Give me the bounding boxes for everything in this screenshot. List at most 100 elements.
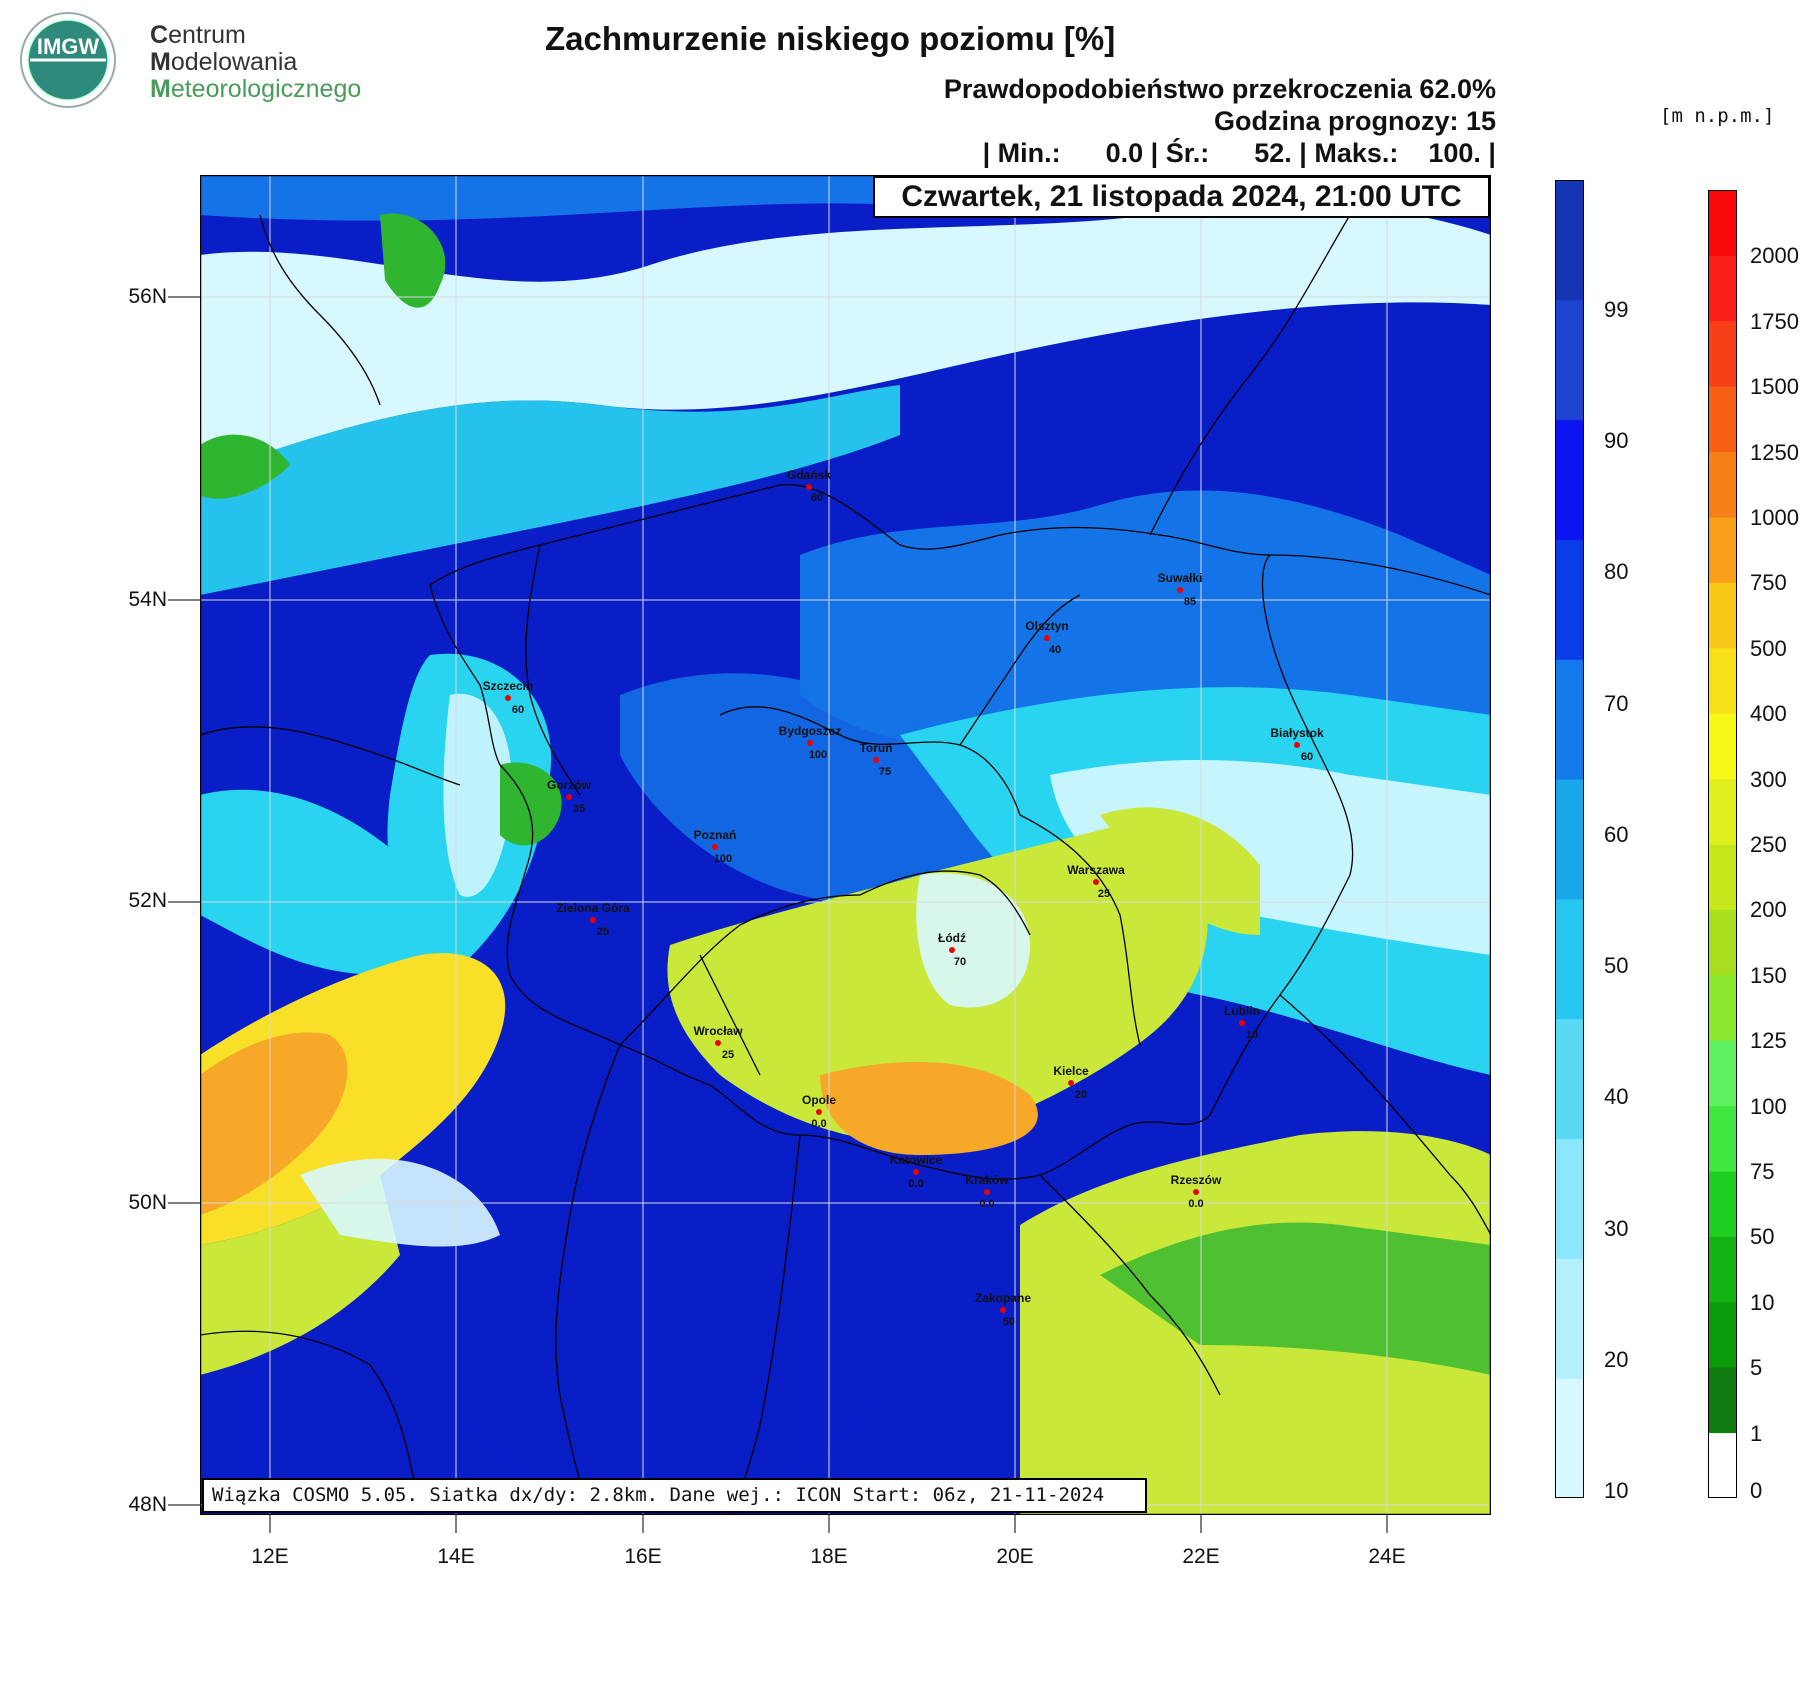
- city-bialystok: Białystok 60: [1270, 726, 1324, 763]
- city-gorzow: Gorzów 35: [547, 778, 592, 815]
- lat-tick-marks: [168, 296, 200, 1506]
- cloud-colorbar-segment: [1555, 1018, 1584, 1140]
- cloud-label-60: 60: [1604, 822, 1629, 847]
- city-lodz: Łódź 70: [938, 931, 966, 968]
- lat-label-48n: 48N: [128, 1493, 167, 1516]
- cloud-colorbar-segment: [1555, 898, 1584, 1020]
- city-poznan: Poznań 100: [694, 828, 737, 865]
- city-gdansk: Gdańsk 80: [787, 468, 831, 504]
- svg-text:100: 100: [809, 749, 827, 761]
- terrain-label: 1: [1750, 1420, 1763, 1446]
- terrain-label: 400: [1750, 701, 1787, 727]
- cloud-colorbar-segment: [1555, 1378, 1584, 1498]
- terrain-colorbar-segment: [1708, 190, 1737, 256]
- lon-label-24e: 24E: [1368, 1545, 1406, 1568]
- terrain-colorbar-segment: [1708, 713, 1737, 780]
- svg-text:60: 60: [512, 704, 524, 716]
- terrain-colorbar-segment: [1708, 1105, 1737, 1172]
- svg-text:0.0: 0.0: [1188, 1198, 1203, 1210]
- svg-text:Katowice: Katowice: [890, 1153, 943, 1167]
- svg-text:Warszawa: Warszawa: [1067, 863, 1125, 877]
- city-torun: Toruń 75: [859, 741, 892, 778]
- terrain-colorbar-segment: [1708, 1040, 1737, 1107]
- terrain-label: 75: [1750, 1159, 1775, 1184]
- forecast-hour-text: Godzina prognozy: 15: [1213, 106, 1496, 136]
- terrain-colorbar-segment: [1708, 647, 1737, 714]
- svg-text:70: 70: [954, 956, 966, 968]
- svg-text:Toruń: Toruń: [859, 741, 892, 755]
- city-lublin: Lublin 10: [1224, 1004, 1260, 1041]
- terrain-colorbar-segment: [1708, 582, 1737, 649]
- city-warszawa: Warszawa 25: [1067, 863, 1125, 900]
- model-info-footer: Wiązka COSMO 5.05. Siatka dx/dy: 2.8km. …: [202, 1478, 1147, 1513]
- terrain-label: 50: [1750, 1224, 1775, 1250]
- cloud-label-90: 90: [1604, 428, 1629, 453]
- stats-text: | Min.: 0.0 | Śr.: 52. | Maks.: 100. |: [982, 138, 1496, 168]
- terrain-label: 2000: [1750, 243, 1799, 269]
- svg-text:Szczecin: Szczecin: [483, 679, 534, 693]
- cloud-colorbar-segment: [1555, 1258, 1584, 1379]
- city-opole: Opole 0.0: [802, 1093, 836, 1130]
- svg-text:Białystok: Białystok: [1270, 726, 1324, 740]
- cloud-colorbar-segment: [1555, 539, 1584, 660]
- lat-label-52n: 52N: [128, 889, 167, 912]
- terrain-label: 150: [1750, 962, 1787, 988]
- svg-text:Zielona Góra: Zielona Góra: [556, 901, 630, 915]
- svg-text:Łódź: Łódź: [938, 931, 966, 945]
- cloud-cover-colorbar: [1555, 180, 1584, 1498]
- svg-text:85: 85: [1184, 596, 1196, 608]
- terrain-colorbar-segment: [1708, 320, 1737, 387]
- cloud-colorbar-segment: [1555, 299, 1584, 421]
- forecast-date-box: Czwartek, 21 listopada 2024, 21:00 UTC: [873, 176, 1490, 218]
- imgw-emblem-icon: IMGW: [20, 12, 116, 108]
- probability-text: Prawdopodobieństwo przekroczenia 62.0%: [943, 74, 1496, 104]
- terrain-colorbar-segment: [1708, 1301, 1737, 1368]
- terrain-colorbar-segment: [1708, 974, 1737, 1041]
- cloud-label-10: 10: [1604, 1478, 1629, 1503]
- svg-text:35: 35: [573, 803, 585, 815]
- lon-label-20e: 20E: [996, 1545, 1034, 1568]
- terrain-colorbar-segment: [1708, 778, 1737, 845]
- city-wroclaw: Wrocław 25: [693, 1024, 743, 1061]
- terrain-colorbar-segment: [1708, 844, 1737, 910]
- terrain-label: 1250: [1750, 439, 1799, 465]
- city-katowice: Katowice 0.0: [890, 1153, 943, 1190]
- svg-text:60: 60: [1301, 751, 1313, 763]
- cloud-colorbar-segment: [1555, 659, 1584, 780]
- svg-text:80: 80: [811, 492, 823, 504]
- terrain-label: 125: [1750, 1028, 1787, 1054]
- svg-text:25: 25: [722, 1049, 734, 1061]
- svg-text:100: 100: [714, 853, 732, 865]
- logo-wordmark: Centrum Modelowania Meteorologicznego: [150, 21, 362, 103]
- svg-text:Gorzów: Gorzów: [547, 778, 592, 792]
- lon-label-12e: 12E: [251, 1545, 289, 1568]
- cloud-colorbar-segment: [1555, 779, 1584, 900]
- city-bydgoszcz: Bydgoszcz 100: [779, 724, 842, 761]
- terrain-label: 750: [1750, 570, 1787, 596]
- city-zielona-gora: Zielona Góra 25: [556, 901, 630, 938]
- lon-label-22e: 22E: [1182, 1545, 1220, 1568]
- terrain-label: 300: [1750, 766, 1787, 792]
- terrain-unit-label: [m n.p.m.]: [1660, 105, 1775, 127]
- terrain-label: 1750: [1750, 308, 1799, 334]
- svg-text:Suwałki: Suwałki: [1158, 571, 1203, 585]
- terrain-colorbar-segment: [1708, 1367, 1737, 1434]
- imgw-logo: IMGW: [10, 10, 385, 110]
- terrain-colorbar-segment: [1708, 1171, 1737, 1237]
- svg-text:Lublin: Lublin: [1224, 1004, 1260, 1018]
- city-suwalki: Suwałki 85: [1158, 571, 1203, 608]
- terrain-colorbar-segment: [1708, 909, 1737, 976]
- svg-text:Kraków: Kraków: [965, 1173, 1009, 1187]
- cloud-label-20: 20: [1604, 1347, 1629, 1372]
- city-rzeszow: Rzeszów 0.0: [1171, 1173, 1222, 1210]
- lon-label-16e: 16E: [624, 1545, 662, 1568]
- svg-text:Rzeszów: Rzeszów: [1171, 1173, 1222, 1187]
- svg-text:Opole: Opole: [802, 1093, 836, 1107]
- lon-label-18e: 18E: [810, 1545, 848, 1568]
- lon-label-14e: 14E: [437, 1545, 475, 1568]
- terrain-label: 250: [1750, 832, 1787, 857]
- terrain-colorbar-segment: [1708, 451, 1737, 518]
- svg-text:Gdańsk: Gdańsk: [787, 468, 831, 482]
- terrain-label: 100: [1750, 1093, 1787, 1119]
- city-olsztyn: Olsztyn 40: [1025, 619, 1068, 656]
